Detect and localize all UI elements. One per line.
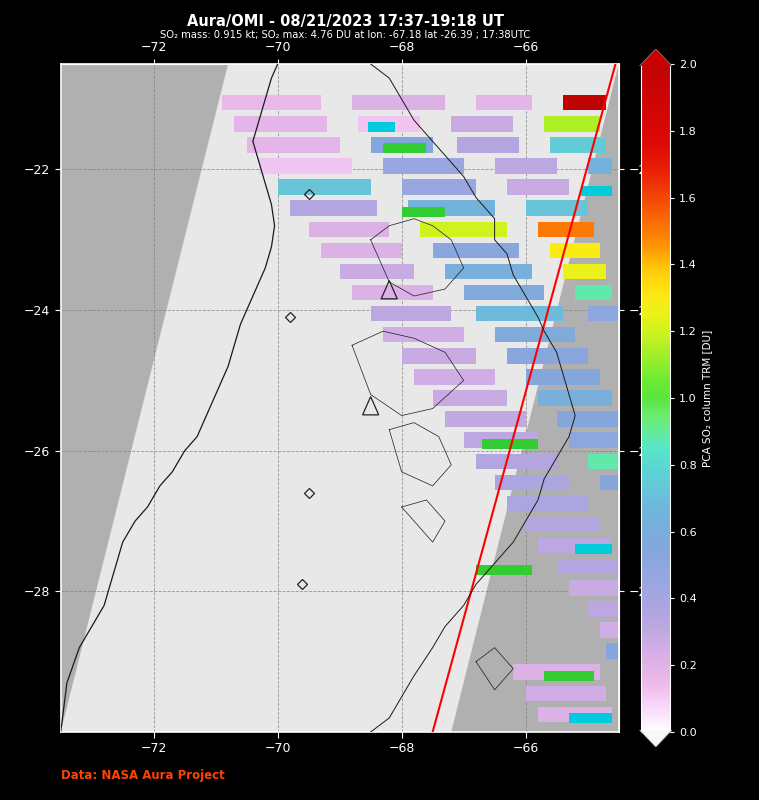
Polygon shape xyxy=(639,730,672,747)
Polygon shape xyxy=(639,49,672,66)
Bar xyxy=(464,433,538,448)
Bar xyxy=(452,116,513,131)
Bar xyxy=(507,496,587,511)
Bar xyxy=(458,137,519,153)
Bar xyxy=(538,390,613,406)
Bar xyxy=(352,285,433,300)
Bar xyxy=(383,327,464,342)
Bar xyxy=(358,116,420,131)
Bar xyxy=(445,411,526,427)
Bar xyxy=(587,454,619,469)
Bar xyxy=(408,201,495,216)
Bar xyxy=(562,264,606,279)
Bar xyxy=(526,517,600,532)
Bar xyxy=(562,95,606,110)
Bar xyxy=(278,179,370,194)
Bar xyxy=(587,306,619,322)
Bar xyxy=(495,158,556,174)
Bar xyxy=(581,186,613,195)
Text: Aura/OMI - 08/21/2023 17:37-19:18 UT: Aura/OMI - 08/21/2023 17:37-19:18 UT xyxy=(187,14,504,29)
Bar xyxy=(575,285,613,300)
Bar xyxy=(507,179,569,194)
Bar xyxy=(476,95,532,110)
Bar xyxy=(526,369,600,385)
Bar xyxy=(538,706,613,722)
Bar xyxy=(569,580,619,595)
Bar xyxy=(402,206,445,217)
Bar xyxy=(550,137,606,153)
Bar xyxy=(526,201,587,216)
Bar xyxy=(538,222,594,237)
Bar xyxy=(513,665,600,680)
Bar xyxy=(445,264,532,279)
Text: Data: NASA Aura Project: Data: NASA Aura Project xyxy=(61,770,225,782)
Bar xyxy=(526,686,606,701)
Bar xyxy=(569,713,613,723)
Bar xyxy=(587,602,619,617)
Bar xyxy=(367,122,395,132)
Bar xyxy=(482,438,538,449)
Bar xyxy=(309,222,389,237)
Bar xyxy=(606,643,619,659)
Bar xyxy=(340,264,414,279)
Bar xyxy=(476,566,532,575)
Bar xyxy=(414,369,495,385)
Bar xyxy=(321,242,402,258)
Bar xyxy=(235,116,327,131)
Bar xyxy=(600,474,619,490)
Bar xyxy=(556,559,619,574)
Bar xyxy=(290,201,376,216)
Bar xyxy=(402,348,476,363)
Bar xyxy=(402,179,476,194)
Bar xyxy=(433,390,507,406)
Bar xyxy=(556,411,619,427)
Bar xyxy=(495,327,575,342)
Bar xyxy=(464,285,544,300)
Bar xyxy=(420,222,507,237)
Polygon shape xyxy=(61,64,619,732)
Bar xyxy=(476,454,556,469)
Bar xyxy=(352,95,445,110)
Bar xyxy=(600,622,619,638)
Bar xyxy=(575,544,613,554)
Bar xyxy=(476,306,562,322)
Bar xyxy=(538,538,613,554)
Bar xyxy=(587,158,613,174)
Bar xyxy=(544,670,594,681)
Text: SO₂ mass: 0.915 kt; SO₂ max: 4.76 DU at lon: -67.18 lat -26.39 ; 17:38UTC: SO₂ mass: 0.915 kt; SO₂ max: 4.76 DU at … xyxy=(160,30,531,40)
Bar xyxy=(383,158,464,174)
Y-axis label: PCA SO₂ column TRM [DU]: PCA SO₂ column TRM [DU] xyxy=(703,330,713,466)
Bar xyxy=(433,242,519,258)
Bar xyxy=(370,306,452,322)
Bar xyxy=(370,137,433,153)
Bar xyxy=(544,116,600,131)
Bar xyxy=(247,137,340,153)
Bar xyxy=(569,433,619,448)
Bar xyxy=(550,242,600,258)
Bar xyxy=(507,348,587,363)
Bar xyxy=(259,158,352,174)
Bar xyxy=(222,95,321,110)
Bar xyxy=(383,143,427,154)
Bar xyxy=(495,474,569,490)
